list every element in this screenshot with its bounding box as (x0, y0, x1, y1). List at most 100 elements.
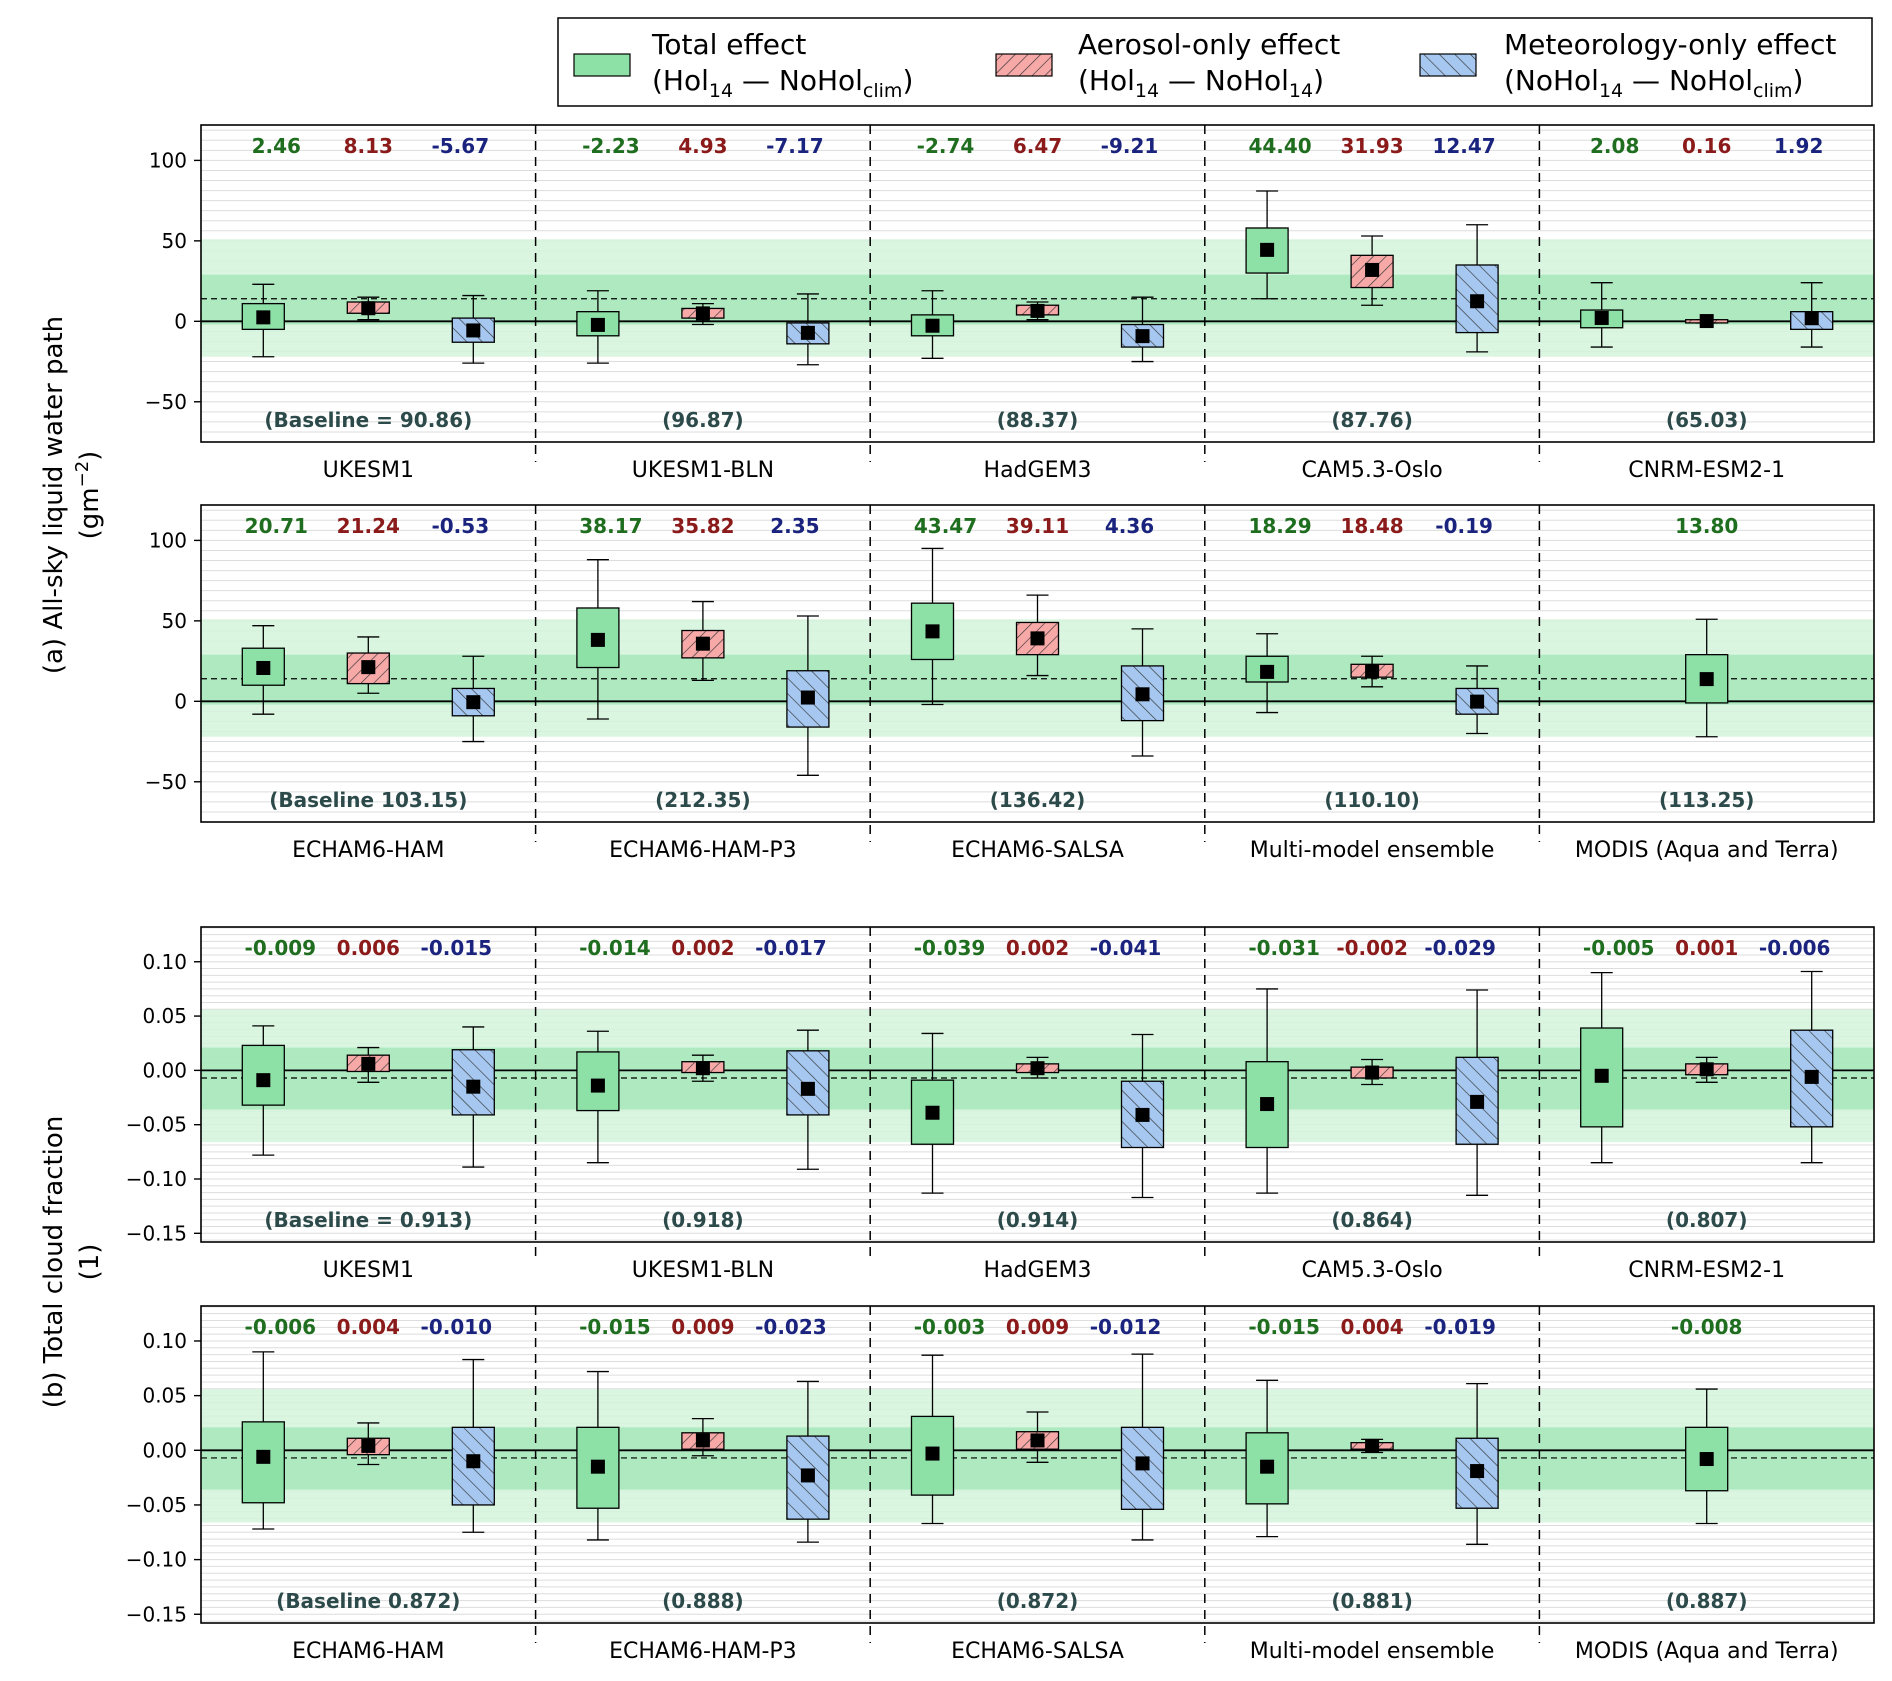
y-tick-label: −0.15 (126, 1221, 187, 1245)
value-label-total: -2.74 (917, 134, 975, 158)
value-label-met: -7.17 (766, 134, 824, 158)
value-label-aerosol: 0.006 (337, 936, 400, 960)
baseline-label: (96.87) (662, 408, 744, 432)
mean-marker (1699, 672, 1714, 687)
value-label-total: 20.71 (245, 514, 308, 538)
legend-sublabel-meteorology: (NoHol14 — NoHolclim) (1504, 64, 1803, 102)
legend-label-aerosol: Aerosol-only effect (1078, 28, 1340, 61)
mean-marker (256, 1449, 271, 1464)
value-label-total: -0.009 (245, 936, 317, 960)
baseline-label: (113.25) (1659, 788, 1754, 812)
mean-marker (800, 325, 815, 340)
mean-marker (1260, 242, 1275, 257)
value-label-total: -0.031 (1248, 936, 1320, 960)
value-label-met: -0.006 (1759, 936, 1831, 960)
legend-item-aerosol: Aerosol-only effect (Hol14 — NoHol14) (995, 28, 1340, 102)
legend-sublabel-total: (Hol14 — NoHolclim) (652, 64, 913, 102)
y-tick-label: 0.10 (142, 1329, 187, 1353)
baseline-label: (0.864) (1331, 1208, 1413, 1232)
value-label-met: -0.023 (755, 1315, 827, 1339)
y-tick-label: −50 (145, 770, 187, 794)
mean-marker (1804, 311, 1819, 326)
mean-marker (1470, 1464, 1485, 1479)
legend-swatch-aerosol (995, 53, 1053, 77)
baseline-label: (0.887) (1666, 1589, 1748, 1613)
value-label-aerosol: 0.002 (1006, 936, 1069, 960)
axis-frame (200, 926, 1875, 1243)
legend-sublabel-aerosol: (Hol14 — NoHol14) (1078, 64, 1324, 102)
mean-marker (1260, 1097, 1275, 1112)
mean-marker (1260, 1459, 1275, 1474)
model-label: ECHAM6-SALSA (951, 1639, 1124, 1664)
mean-marker (1365, 664, 1380, 679)
mean-marker (466, 1079, 481, 1094)
value-label-total: -0.003 (914, 1315, 986, 1339)
mean-marker (1470, 694, 1485, 709)
mean-marker (590, 1078, 605, 1093)
box-met (1455, 1437, 1499, 1509)
baseline-label: (87.76) (1331, 408, 1413, 432)
ylabel-cf-unit: (1) (75, 1244, 105, 1281)
legend-item-total: Total effect (Hol14 — NoHolclim) (573, 28, 913, 102)
value-label-aerosol: 35.82 (671, 514, 734, 538)
baseline-label: (Baseline = 0.913) (264, 1208, 472, 1232)
baseline-label: (0.881) (1331, 1589, 1413, 1613)
baseline-label: (Baseline 0.872) (276, 1589, 460, 1613)
baseline-label: (Baseline 103.15) (269, 788, 467, 812)
value-label-aerosol: 18.48 (1340, 514, 1403, 538)
legend-swatch-meteorology (1419, 53, 1477, 77)
baseline-label: (0.914) (997, 1208, 1079, 1232)
baseline-label: (Baseline = 90.86) (264, 408, 472, 432)
baseline-label: (0.872) (997, 1589, 1079, 1613)
mean-marker (1260, 664, 1275, 679)
mean-marker (1699, 1452, 1714, 1467)
box-met (786, 1050, 830, 1116)
model-label: CAM5.3-Oslo (1301, 458, 1442, 483)
mean-marker (466, 695, 481, 710)
model-label: CAM5.3-Oslo (1301, 1258, 1442, 1283)
legend-frame (557, 17, 1873, 107)
axis-frame (200, 1305, 1875, 1624)
mean-marker (1365, 1065, 1380, 1080)
mean-marker (695, 1061, 710, 1076)
y-tick-label: 100 (149, 528, 187, 552)
value-label-total: 43.47 (914, 514, 977, 538)
mean-marker (1699, 1062, 1714, 1077)
model-label: HadGEM3 (984, 1258, 1092, 1283)
model-label: CNRM-ESM2-1 (1628, 1258, 1785, 1283)
legend-item-meteorology: Meteorology-only effect (NoHol14 — NoHol… (1419, 28, 1836, 102)
mean-marker (1030, 1061, 1045, 1076)
panel-1-0: 0.10 0.05 0.00 −0.05 −0.10 −0.15 UKESM1 (Baseli… (126, 926, 1875, 1283)
value-label-aerosol: 0.002 (671, 936, 734, 960)
mean-marker (800, 1468, 815, 1483)
value-label-aerosol: 0.004 (337, 1315, 400, 1339)
value-label-aerosol: 0.001 (1675, 936, 1738, 960)
value-label-total: -0.008 (1671, 1315, 1743, 1339)
panels: 100 50 0 −50 UKESM1 (Baseline = 90.86) 2.46 8.1… (126, 124, 1875, 1664)
mean-marker (590, 1459, 605, 1474)
baseline-label: (110.10) (1324, 788, 1419, 812)
y-tick-label: −0.10 (126, 1167, 187, 1191)
y-tick-label: 0.05 (142, 1384, 187, 1408)
model-label: Multi-model ensemble (1250, 1639, 1495, 1664)
baseline-label: (88.37) (997, 408, 1079, 432)
mean-marker (800, 1081, 815, 1096)
value-label-met: -9.21 (1101, 134, 1159, 158)
value-label-aerosol: 21.24 (337, 514, 400, 538)
model-label: ECHAM6-HAM (292, 1639, 444, 1664)
box-total (241, 302, 285, 331)
mean-marker (256, 1073, 271, 1088)
baseline-label: (65.03) (1666, 408, 1748, 432)
mean-marker (1030, 303, 1045, 318)
mean-marker (1365, 1438, 1380, 1453)
value-label-total: -2.23 (582, 134, 640, 158)
value-label-total: 2.08 (1590, 134, 1639, 158)
axis-frame (200, 124, 1875, 443)
mean-marker (1135, 1107, 1150, 1122)
axis-frame (200, 504, 1875, 823)
mean-marker (1365, 262, 1380, 277)
baseline-label: (0.888) (662, 1589, 744, 1613)
mean-marker (925, 1446, 940, 1461)
value-label-total: -0.039 (914, 936, 986, 960)
value-label-total: 18.29 (1248, 514, 1311, 538)
